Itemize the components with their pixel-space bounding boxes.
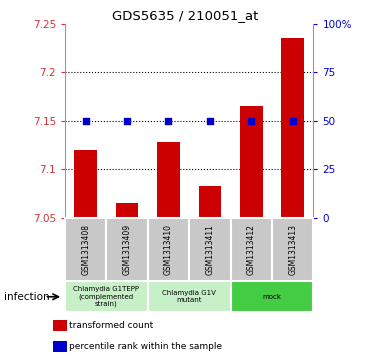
Text: GSM1313412: GSM1313412: [247, 224, 256, 275]
Text: GSM1313411: GSM1313411: [206, 224, 214, 275]
Text: GSM1313410: GSM1313410: [164, 224, 173, 275]
Text: GDS5635 / 210051_at: GDS5635 / 210051_at: [112, 9, 259, 22]
Bar: [240, 106, 263, 218]
Text: GSM1313409: GSM1313409: [122, 224, 132, 275]
Text: Chlamydia G1TEPP
(complemented
strain): Chlamydia G1TEPP (complemented strain): [73, 286, 139, 307]
Text: percentile rank within the sample: percentile rank within the sample: [69, 342, 223, 351]
Bar: [65, 281, 148, 312]
Text: transformed count: transformed count: [69, 321, 154, 330]
Bar: [272, 218, 313, 281]
Bar: [148, 281, 231, 312]
Bar: [74, 150, 97, 218]
Text: mock: mock: [263, 294, 282, 300]
Point: [249, 118, 255, 123]
Point: [290, 118, 296, 123]
Point: [207, 118, 213, 123]
Text: GSM1313413: GSM1313413: [288, 224, 297, 275]
Bar: [231, 281, 313, 312]
Bar: [198, 186, 221, 218]
Text: GSM1313408: GSM1313408: [81, 224, 90, 275]
Bar: [53, 320, 67, 331]
Point: [165, 118, 171, 123]
Point: [124, 118, 130, 123]
Bar: [148, 218, 189, 281]
Bar: [53, 340, 67, 351]
Bar: [281, 38, 304, 218]
Bar: [231, 218, 272, 281]
Bar: [157, 142, 180, 218]
Text: infection: infection: [4, 292, 49, 302]
Bar: [106, 218, 148, 281]
Text: Chlamydia G1V
mutant: Chlamydia G1V mutant: [162, 290, 216, 303]
Bar: [116, 203, 138, 218]
Point: [83, 118, 89, 123]
Bar: [189, 218, 231, 281]
Bar: [65, 218, 106, 281]
